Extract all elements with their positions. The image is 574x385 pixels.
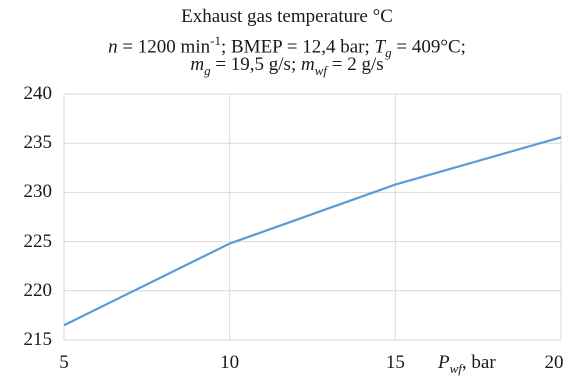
title-mg-symbol: m — [190, 54, 205, 75]
y-tick-label: 225 — [23, 230, 53, 252]
y-tick-label: 240 — [23, 83, 53, 104]
title-mg-value: = 19,5 g/s; — [210, 54, 301, 75]
title-tg-subscript: g — [385, 45, 392, 61]
y-tick-label: 235 — [23, 132, 53, 154]
chart-title-line-3: mg = 19,5 g/s; mwf = 2 g/s — [0, 54, 574, 82]
title-n-exponent: -1 — [210, 33, 221, 48]
title-n-symbol: n — [108, 36, 118, 58]
title-mwf-value: = 2 g/s — [327, 54, 384, 75]
x-tick-label: 10 — [220, 352, 240, 373]
x-axis-label: Pwf, bar — [438, 352, 496, 380]
title-mwf-subscript: wf — [314, 62, 328, 78]
x-axis-label-symbol: P — [438, 352, 450, 373]
title-n-value: = 1200 min — [117, 36, 211, 58]
x-tick-label: 20 — [544, 352, 564, 373]
y-tick-label: 215 — [23, 329, 53, 350]
series-line-0 — [63, 136, 562, 327]
x-tick-label: 5 — [59, 352, 69, 373]
y-tick-label: 230 — [23, 181, 53, 203]
title-bmep: ; BMEP = 12,4 bar; — [220, 36, 375, 58]
y-tick-label: 220 — [23, 279, 53, 301]
x-axis-label-subscript: wf — [449, 360, 462, 376]
x-tick-label: 15 — [385, 352, 405, 373]
title-tg-value: = 409°C; — [391, 36, 466, 58]
chart-title-line-2: n = 1200 min-1; BMEP = 12,4 bar; Tg = 40… — [0, 30, 574, 64]
x-axis-label-unit: , bar — [461, 352, 496, 373]
chart-title-line-1: Exhaust gas temperature °C — [181, 6, 393, 27]
title-tg-symbol: T — [374, 36, 386, 58]
title-mg-subscript: g — [204, 62, 211, 78]
title-mwf-symbol: m — [300, 54, 315, 75]
